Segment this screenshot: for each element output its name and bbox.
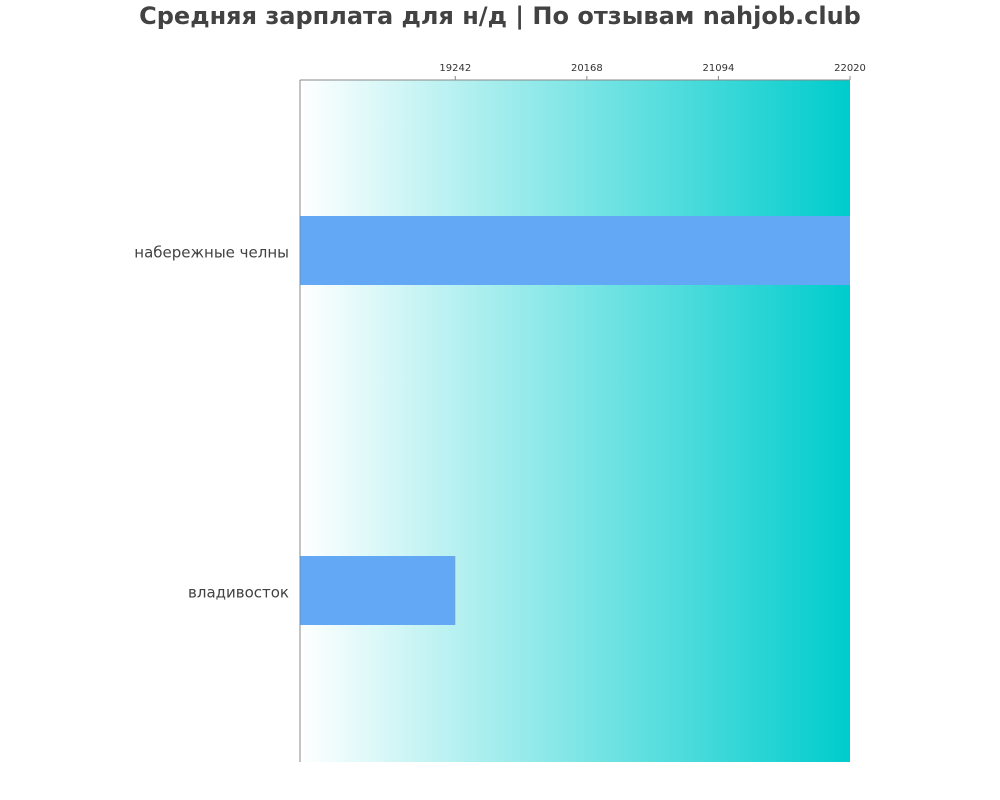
x-tick-label: 19242 xyxy=(439,63,471,74)
x-tick-label: 22020 xyxy=(834,63,866,74)
x-axis: 19242 20168 21094 22020 xyxy=(299,63,866,762)
plot-background xyxy=(300,80,850,762)
y-axis-labels: набережные челны владивосток xyxy=(134,244,289,602)
chart-title: Средняя зарплата для н/д | По отзывам na… xyxy=(139,2,861,30)
bar-1 xyxy=(300,216,850,285)
category-label: набережные челны xyxy=(134,244,289,262)
category-label: владивосток xyxy=(188,584,289,602)
bars-group xyxy=(300,216,850,625)
x-tick-label: 20168 xyxy=(571,63,603,74)
x-tick-label: 21094 xyxy=(703,63,735,74)
bar-2 xyxy=(300,556,456,625)
